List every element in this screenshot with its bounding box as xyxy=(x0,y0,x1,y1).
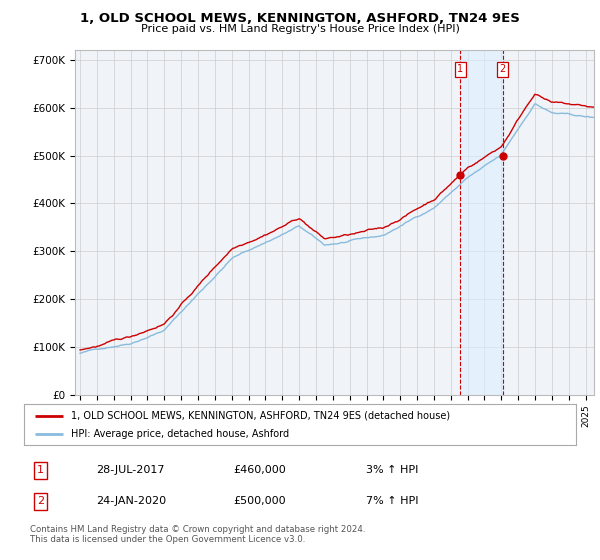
Text: Contains HM Land Registry data © Crown copyright and database right 2024.
This d: Contains HM Land Registry data © Crown c… xyxy=(30,525,365,544)
Text: 1, OLD SCHOOL MEWS, KENNINGTON, ASHFORD, TN24 9ES: 1, OLD SCHOOL MEWS, KENNINGTON, ASHFORD,… xyxy=(80,12,520,25)
Text: 1: 1 xyxy=(37,465,44,475)
Text: 2: 2 xyxy=(499,64,506,74)
Text: 2: 2 xyxy=(37,496,44,506)
Text: £460,000: £460,000 xyxy=(234,465,287,475)
Text: 7% ↑ HPI: 7% ↑ HPI xyxy=(366,496,419,506)
Text: 1: 1 xyxy=(457,64,463,74)
Text: HPI: Average price, detached house, Ashford: HPI: Average price, detached house, Ashf… xyxy=(71,429,289,438)
Text: 1, OLD SCHOOL MEWS, KENNINGTON, ASHFORD, TN24 9ES (detached house): 1, OLD SCHOOL MEWS, KENNINGTON, ASHFORD,… xyxy=(71,411,450,421)
Text: 3% ↑ HPI: 3% ↑ HPI xyxy=(366,465,419,475)
Text: 28-JUL-2017: 28-JUL-2017 xyxy=(96,465,164,475)
Bar xyxy=(460,50,503,395)
Text: £500,000: £500,000 xyxy=(234,496,286,506)
Text: Price paid vs. HM Land Registry's House Price Index (HPI): Price paid vs. HM Land Registry's House … xyxy=(140,24,460,34)
Text: 24-JAN-2020: 24-JAN-2020 xyxy=(96,496,166,506)
